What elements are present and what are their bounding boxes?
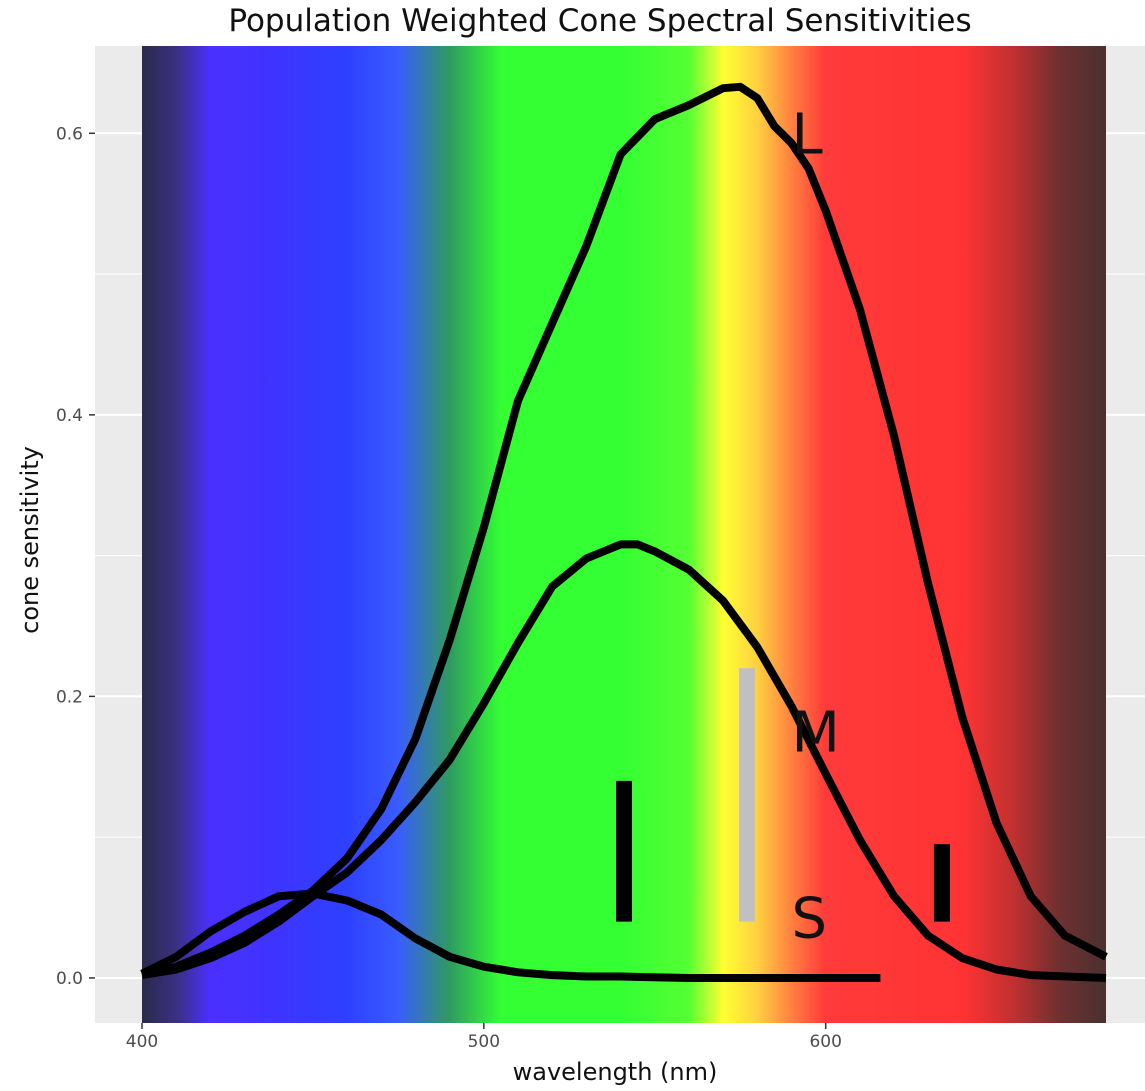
series-line-m — [141, 540, 1107, 982]
wavelength-marker-1 — [616, 780, 632, 922]
curve-label-l: L — [792, 102, 823, 167]
series-line-s — [140, 889, 881, 982]
wavelength-markers — [616, 668, 950, 922]
y-tick-label: 0.2 — [56, 687, 83, 707]
curve-labels: L M S — [792, 102, 840, 951]
sensitivity-curves — [140, 82, 1108, 982]
curve-label-m: M — [792, 701, 840, 766]
axis-ticks: 400 500 600 0.0 0.2 0.4 0.6 — [56, 124, 842, 1052]
wavelength-marker-3 — [933, 844, 950, 922]
y-tick-label: 0.0 — [56, 969, 83, 989]
chart-title: Population Weighted Cone Spectral Sensit… — [228, 3, 971, 39]
wavelength-marker-2 — [739, 668, 756, 922]
x-tick-label: 400 — [126, 1032, 158, 1052]
x-tick-label: 600 — [809, 1032, 841, 1052]
y-tick-label: 0.6 — [56, 124, 83, 144]
x-tick-label: 500 — [468, 1032, 500, 1052]
y-axis-label: cone sensitivity — [16, 446, 44, 634]
curve-label-s: S — [792, 886, 828, 951]
series-line-l — [141, 82, 1108, 979]
y-tick-label: 0.4 — [56, 406, 83, 426]
x-axis-label: wavelength (nm) — [513, 1058, 718, 1086]
